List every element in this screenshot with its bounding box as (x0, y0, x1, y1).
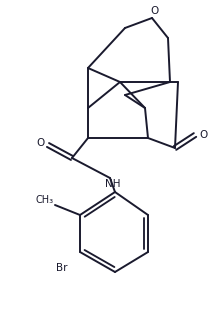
Text: O: O (150, 6, 158, 16)
Text: Br: Br (56, 263, 68, 273)
Text: NH: NH (105, 179, 121, 189)
Text: CH₃: CH₃ (36, 195, 54, 205)
Text: O: O (36, 138, 44, 148)
Text: O: O (199, 130, 207, 140)
